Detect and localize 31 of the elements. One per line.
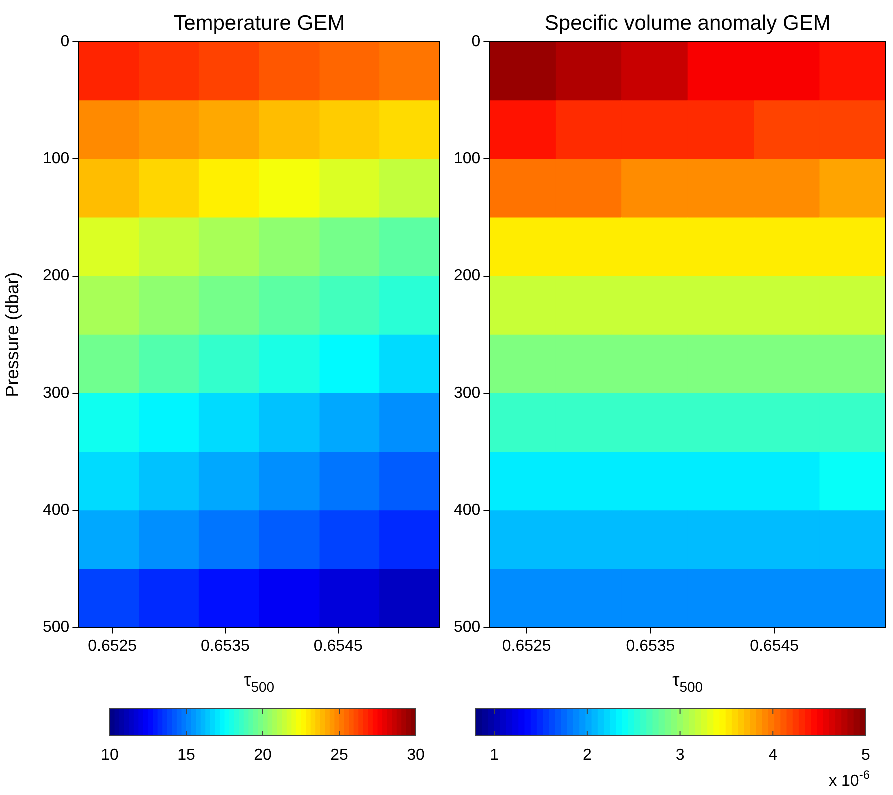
- y-tick-label: 400: [454, 502, 481, 520]
- y-tick-label: 0: [60, 33, 70, 50]
- chart-title: Specific volume anomaly GEM: [544, 12, 831, 35]
- y-tick-label: 500: [454, 619, 481, 636]
- y-tick-label: 200: [42, 268, 70, 285]
- x-tick-label: 0.6525: [502, 638, 552, 655]
- y-tick-label: 200: [454, 268, 481, 285]
- y-tick-label: 100: [42, 150, 70, 168]
- y-tick-label: 500: [42, 619, 70, 636]
- x-tick-label: 0.6535: [626, 638, 676, 655]
- color-bar-label: 10: [101, 747, 119, 764]
- color-bar-label: 30: [407, 747, 425, 764]
- color-bar-label: 1: [490, 747, 500, 764]
- y-tick-label: 300: [454, 384, 481, 402]
- color-bar-label: 2: [582, 747, 592, 764]
- color-bar-label: 3: [676, 747, 685, 764]
- x-tick-label: 0.6545: [750, 638, 800, 655]
- y-tick-label: 400: [42, 502, 70, 520]
- y-tick-label: 100: [454, 150, 481, 168]
- y-axis-title: Pressure (dbar): [2, 272, 23, 398]
- chart-title: Temperature GEM: [174, 12, 346, 35]
- y-tick-label: 0: [472, 33, 481, 50]
- y-tick-label: 300: [42, 384, 70, 402]
- color-bar-label: 25: [330, 747, 348, 764]
- color-bar-label: 15: [178, 747, 196, 764]
- x-tick-label: 0.6525: [88, 638, 138, 655]
- x-tick-label: 0.6545: [314, 638, 363, 655]
- x-tick-label: 0.6535: [201, 638, 250, 655]
- color-bar-label: 5: [862, 747, 871, 764]
- color-bar-label: 20: [254, 747, 272, 764]
- color-bar-label: 4: [768, 747, 778, 764]
